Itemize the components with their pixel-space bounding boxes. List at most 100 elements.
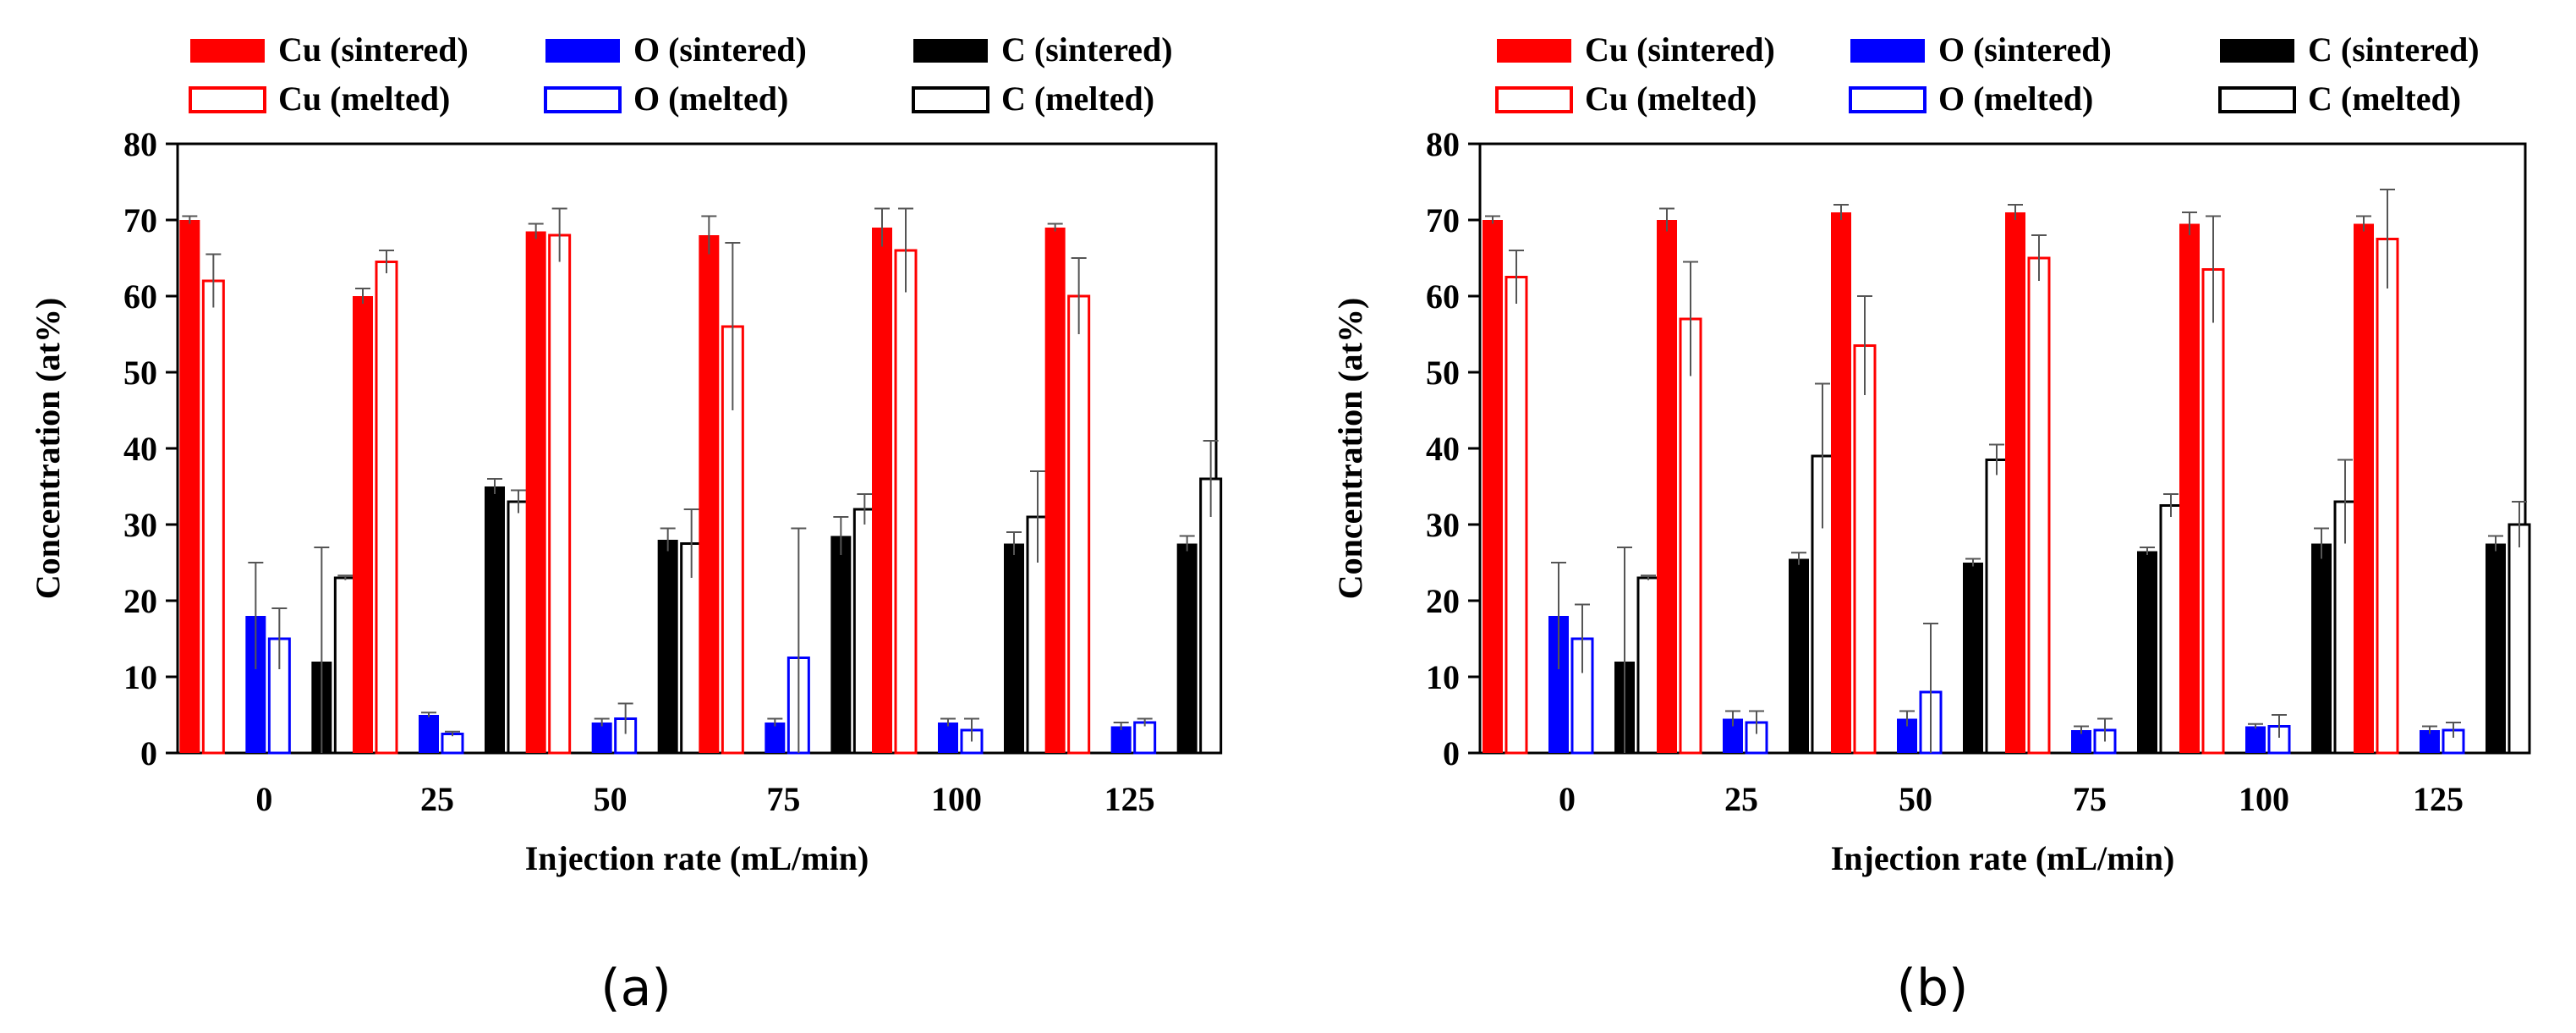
x-tick-label-25: 25 xyxy=(1724,780,1758,818)
x-axis-label-b: Injection rate (mL/min) xyxy=(1831,839,2175,877)
legend-swatch-o-melted xyxy=(1849,86,1927,113)
x-tick-label-50: 50 xyxy=(594,780,628,818)
bar-c-melted-75 xyxy=(2159,504,2183,755)
bar-cu-melted-125 xyxy=(2376,238,2399,755)
legend-label-c-sintered: C (sintered) xyxy=(1001,30,1173,69)
bar-c-melted-25 xyxy=(507,500,530,755)
bar-cu-melted-100 xyxy=(894,249,918,755)
bar-cu-sintered-0 xyxy=(1483,220,1503,753)
x-tick-label-75: 75 xyxy=(2073,780,2107,818)
y-tick-label-80: 80 xyxy=(123,125,157,163)
y-tick-label-40: 40 xyxy=(1426,430,1460,468)
x-tick-label-25: 25 xyxy=(420,780,454,818)
bar-c-melted-50 xyxy=(680,542,704,755)
bar-cu-melted-50 xyxy=(548,234,572,755)
y-tick-label-0: 0 xyxy=(140,734,157,772)
y-tick-label-10: 10 xyxy=(123,658,157,696)
bar-cu-sintered-25 xyxy=(1657,220,1677,753)
legend-swatch-o-sintered xyxy=(545,39,620,63)
bar-c-sintered-125 xyxy=(1176,543,1198,753)
bar-c-sintered-50 xyxy=(657,540,678,753)
bar-c-melted-0 xyxy=(333,576,357,755)
bar-cu-melted-125 xyxy=(1067,294,1091,755)
y-tick-label-80: 80 xyxy=(1426,125,1460,163)
x-tick-label-125: 125 xyxy=(1104,780,1155,818)
legend-label-cu-melted: Cu (melted) xyxy=(1585,80,1757,118)
legend-swatch-o-sintered xyxy=(1850,39,1925,63)
bar-cu-sintered-125 xyxy=(2354,223,2374,753)
legend-swatch-cu-sintered xyxy=(190,39,265,63)
bar-c-melted-125 xyxy=(2507,523,2531,755)
bar-cu-sintered-100 xyxy=(872,228,892,753)
bar-c-sintered-50 xyxy=(1963,563,1983,753)
y-tick-label-70: 70 xyxy=(123,201,157,239)
bar-cu-melted-0 xyxy=(201,279,225,755)
panel-caption-b: (b) xyxy=(1897,959,1969,1018)
y-tick-label-20: 20 xyxy=(123,582,157,620)
legend-label-cu-sintered: Cu (sintered) xyxy=(278,30,469,69)
legend-swatch-c-melted xyxy=(912,86,989,113)
bar-o-sintered-75 xyxy=(765,723,786,753)
y-tick-label-30: 30 xyxy=(123,506,157,544)
bar-cu-melted-25 xyxy=(375,261,398,755)
y-tick-label-50: 50 xyxy=(1426,354,1460,392)
y-tick-label-60: 60 xyxy=(1426,277,1460,316)
bar-cu-melted-50 xyxy=(1853,344,1877,755)
y-tick-label-50: 50 xyxy=(123,354,157,392)
legend-b: Cu (sintered) O (sintered) C (sintered) Cu … xyxy=(1495,30,2480,118)
y-tick-label-70: 70 xyxy=(1426,201,1460,239)
bar-c-sintered-75 xyxy=(2137,551,2157,753)
legend-swatch-o-melted xyxy=(544,86,622,113)
bar-c-melted-125 xyxy=(1199,477,1223,755)
bar-c-sintered-100 xyxy=(2311,543,2332,753)
y-axis-label-a: Concentration (at%) xyxy=(29,298,67,600)
y-tick-label-0: 0 xyxy=(1443,734,1460,772)
bar-cu-sintered-25 xyxy=(353,296,373,753)
x-tick-label-50: 50 xyxy=(1899,780,1932,818)
x-tick-label-0: 0 xyxy=(255,780,272,818)
y-axis-label-b: Concentration (at%) xyxy=(1331,298,1369,600)
bar-c-melted-0 xyxy=(1636,576,1660,755)
legend-label-c-melted: C (melted) xyxy=(1001,80,1154,118)
legend-label-o-melted: O (melted) xyxy=(1938,80,2093,118)
bar-cu-sintered-0 xyxy=(179,220,200,753)
x-axis-label-a: Injection rate (mL/min) xyxy=(525,839,869,877)
bar-cu-melted-100 xyxy=(2201,268,2225,755)
bar-cu-melted-0 xyxy=(1504,276,1528,755)
legend-label-c-sintered: C (sintered) xyxy=(2308,30,2480,69)
bar-o-melted-125 xyxy=(1133,721,1157,755)
bar-cu-sintered-75 xyxy=(2005,212,2025,753)
bar-cu-sintered-75 xyxy=(699,235,720,753)
legend-swatch-c-sintered xyxy=(2220,39,2294,63)
legend-label-cu-sintered: Cu (sintered) xyxy=(1585,30,1775,69)
bar-cu-sintered-50 xyxy=(525,231,546,753)
y-tick-label-10: 10 xyxy=(1426,658,1460,696)
x-tick-label-100: 100 xyxy=(931,780,982,818)
bar-c-melted-75 xyxy=(852,508,876,755)
bar-o-sintered-100 xyxy=(2245,726,2266,753)
legend-label-c-melted: C (melted) xyxy=(2308,80,2461,118)
bar-cu-sintered-100 xyxy=(2179,223,2200,753)
bar-c-sintered-100 xyxy=(1004,543,1024,753)
chart-panel-b: Cu (sintered) O (sintered) C (sintered) Cu … xyxy=(1331,30,2531,1018)
x-tick-label-75: 75 xyxy=(766,780,800,818)
bar-o-sintered-50 xyxy=(591,723,612,753)
y-tick-label-60: 60 xyxy=(123,277,157,316)
bar-o-sintered-25 xyxy=(419,715,439,753)
bar-c-melted-50 xyxy=(1985,459,2009,755)
bar-o-sintered-100 xyxy=(938,723,958,753)
legend-label-o-sintered: O (sintered) xyxy=(633,30,807,69)
x-tick-label-100: 100 xyxy=(2239,780,2289,818)
bar-c-sintered-25 xyxy=(485,486,505,753)
bar-c-sintered-75 xyxy=(830,536,852,753)
legend-swatch-c-sintered xyxy=(913,39,988,63)
y-tick-label-40: 40 xyxy=(123,430,157,468)
bar-cu-melted-25 xyxy=(1679,317,1702,755)
bar-c-sintered-125 xyxy=(2486,543,2506,753)
legend-label-cu-melted: Cu (melted) xyxy=(278,80,450,118)
legend-label-o-sintered: O (sintered) xyxy=(1938,30,2112,69)
bar-o-melted-25 xyxy=(441,733,464,755)
bar-o-sintered-125 xyxy=(1110,726,1132,753)
chart-panel-a: Cu (sintered) O (sintered) C (sintered) Cu … xyxy=(29,30,1223,1018)
